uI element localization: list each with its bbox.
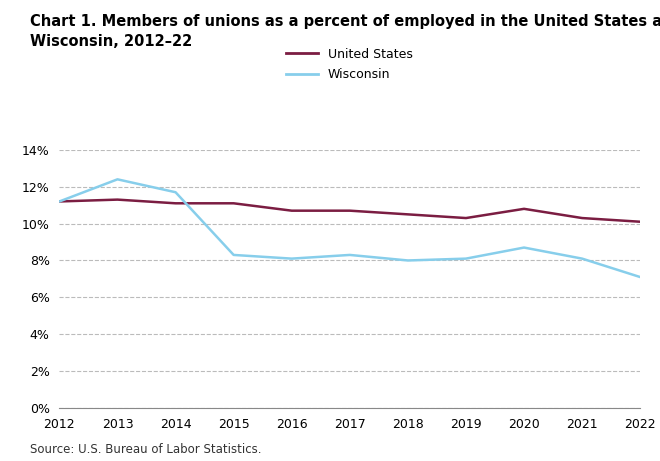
Text: Chart 1. Members of unions as a percent of employed in the United States and
Wis: Chart 1. Members of unions as a percent … [30, 14, 660, 48]
Text: Source: U.S. Bureau of Labor Statistics.: Source: U.S. Bureau of Labor Statistics. [30, 443, 261, 456]
Legend: United States, Wisconsin: United States, Wisconsin [286, 47, 412, 81]
